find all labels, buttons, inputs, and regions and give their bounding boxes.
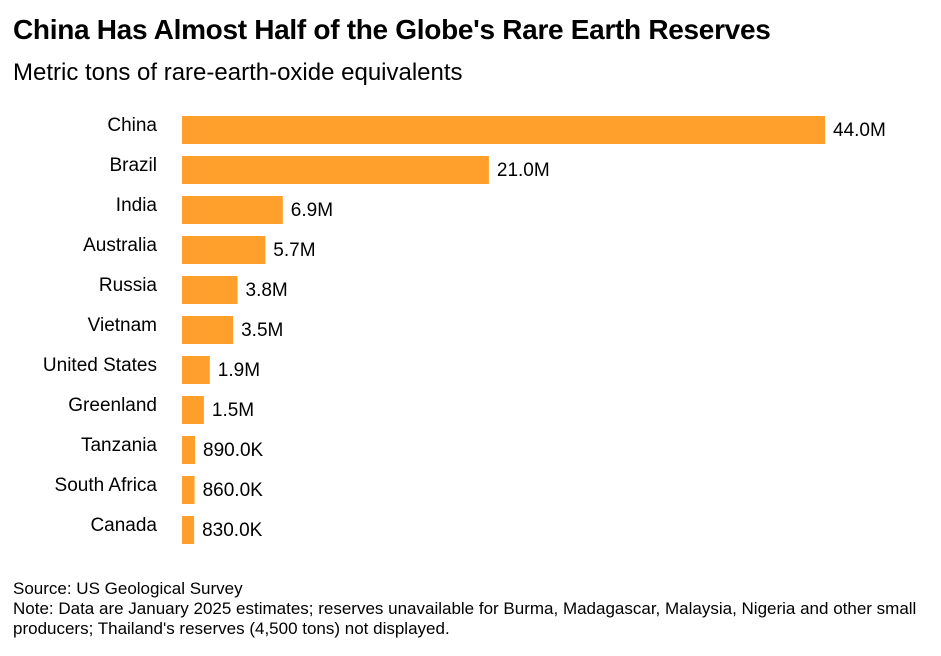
value-label-brazil: 21.0M [497, 160, 550, 181]
bar-chart: China 44.0M Brazil 21.0M India 6.9M Australia 5… [43, 115, 886, 544]
category-label-united-states: United States [43, 355, 157, 376]
bar-australia [182, 236, 266, 264]
chart-footer: Source: US Geological Survey Note: Data … [13, 579, 928, 639]
category-label-russia: Russia [99, 275, 158, 296]
category-label-india: India [116, 195, 158, 216]
bar-greenland [182, 396, 204, 424]
bar-russia [182, 276, 238, 304]
category-label-tanzania: Tanzania [81, 435, 157, 456]
value-label-south-africa: 860.0K [203, 480, 264, 501]
value-label-greenland: 1.5M [212, 400, 254, 421]
category-label-vietnam: Vietnam [88, 315, 157, 336]
bar-canada [182, 516, 195, 544]
value-label-china: 44.0M [833, 120, 886, 141]
value-label-united-states: 1.9M [218, 360, 260, 381]
bar-south-africa [182, 476, 195, 504]
category-label-australia: Australia [83, 235, 157, 256]
category-label-china: China [107, 115, 157, 136]
category-label-south-africa: South Africa [55, 475, 158, 496]
value-label-australia: 5.7M [273, 240, 315, 261]
bar-tanzania [182, 436, 195, 464]
bar-china [182, 116, 825, 144]
source-note: Source: US Geological Survey [13, 579, 243, 598]
category-label-canada: Canada [90, 515, 157, 536]
value-label-tanzania: 890.0K [203, 440, 264, 461]
category-label-greenland: Greenland [68, 395, 157, 416]
bar-united-states [182, 356, 210, 384]
bar-india [182, 196, 283, 224]
value-label-india: 6.9M [291, 200, 333, 221]
value-label-russia: 3.8M [246, 280, 288, 301]
category-label-brazil: Brazil [109, 155, 157, 176]
bar-vietnam [182, 316, 234, 344]
bar-brazil [182, 156, 489, 184]
value-label-canada: 830.0K [202, 520, 263, 541]
data-note: Note: Data are January 2025 estimates; r… [13, 599, 917, 638]
value-label-vietnam: 3.5M [241, 320, 283, 341]
chart-subtitle: Metric tons of rare-earth-oxide equivale… [13, 59, 463, 86]
chart-title: China Has Almost Half of the Globe's Rar… [13, 14, 771, 45]
